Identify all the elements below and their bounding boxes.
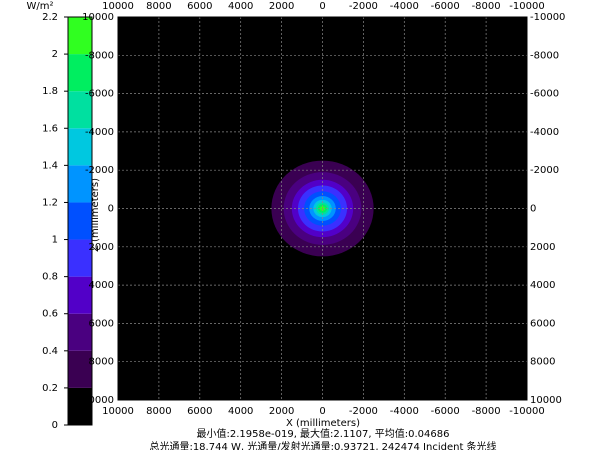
footer-line: 最小值:2.1958e-019, 最大值:2.1107, 平均值:0.04686 bbox=[196, 427, 449, 440]
y-tick-label-right: 4000 bbox=[530, 280, 555, 291]
y-tick-label-right: 10000 bbox=[530, 395, 562, 406]
colorbar-tick-label: 1 bbox=[52, 235, 58, 246]
colorbar-band bbox=[68, 387, 92, 425]
x-tick-label-top: 6000 bbox=[187, 1, 212, 12]
colorbar-tick-label: 1.2 bbox=[42, 197, 58, 208]
y-tick-label-left: -4000 bbox=[85, 127, 114, 138]
colorbar-tick-label: 0.6 bbox=[42, 309, 58, 320]
x-tick-label-top: -8000 bbox=[472, 1, 501, 12]
colorbar-band bbox=[68, 54, 92, 92]
colorbar-tick-label: 1.4 bbox=[42, 160, 58, 171]
y-tick-label-left: -10000 bbox=[79, 12, 114, 23]
y-tick-label-right: -4000 bbox=[530, 127, 559, 138]
colorbar-band bbox=[68, 350, 92, 388]
x-tick-label-bottom: 6000 bbox=[187, 406, 212, 417]
colorbar-tick-label: 0.2 bbox=[42, 383, 58, 394]
x-axis-label: X (millimeters) bbox=[286, 418, 360, 429]
x-tick-label-top: 2000 bbox=[269, 1, 294, 12]
x-tick-label-bottom: -4000 bbox=[390, 406, 419, 417]
x-tick-label-bottom: 0 bbox=[319, 406, 325, 417]
colorbar-band bbox=[68, 165, 92, 203]
y-tick-label-right: 6000 bbox=[530, 318, 555, 329]
y-tick-label-left: -8000 bbox=[85, 50, 114, 61]
y-tick-label-right: -2000 bbox=[530, 165, 559, 176]
colorbar-tick-label: 2.2 bbox=[42, 12, 58, 23]
colorbar-tick-label: 2 bbox=[52, 49, 58, 60]
x-tick-label-top: -6000 bbox=[431, 1, 460, 12]
x-tick-label-bottom: -2000 bbox=[349, 406, 378, 417]
colorbar-unit: W/m² bbox=[26, 1, 53, 12]
x-tick-label-bottom: -10000 bbox=[509, 406, 544, 417]
y-tick-label-left: -2000 bbox=[85, 165, 114, 176]
x-tick-label-top: 4000 bbox=[228, 1, 253, 12]
colorbar-band bbox=[68, 17, 92, 55]
colorbar-band bbox=[68, 128, 92, 166]
colorbar-tick-label: 0.4 bbox=[42, 346, 58, 357]
colorbar-frame bbox=[67, 16, 93, 426]
x-tick-label-top: -10000 bbox=[509, 1, 544, 12]
x-tick-label-bottom: 2000 bbox=[269, 406, 294, 417]
y-tick-label-right: 0 bbox=[530, 204, 536, 215]
x-tick-label-top: -2000 bbox=[349, 1, 378, 12]
colorbar-band bbox=[68, 276, 92, 314]
colorbar-band bbox=[68, 202, 92, 240]
y-tick-label-left: 8000 bbox=[89, 357, 114, 368]
x-tick-label-top: 0 bbox=[319, 1, 325, 12]
colorbar-tick-label: 0 bbox=[52, 420, 58, 431]
colorbar-tick-label: 1.8 bbox=[42, 86, 58, 97]
x-tick-label-bottom: -8000 bbox=[472, 406, 501, 417]
y-tick-label-right: -10000 bbox=[530, 12, 565, 23]
y-tick-label-left: 4000 bbox=[89, 280, 114, 291]
y-tick-label-right: 8000 bbox=[530, 357, 555, 368]
colorbar-band bbox=[68, 91, 92, 129]
x-tick-label-bottom: 8000 bbox=[146, 406, 171, 417]
x-tick-label-bottom: 10000 bbox=[102, 406, 134, 417]
x-tick-label-top: 8000 bbox=[146, 1, 171, 12]
y-tick-label-left: 2000 bbox=[89, 242, 114, 253]
y-tick-label-left: -6000 bbox=[85, 89, 114, 100]
plot-frame bbox=[117, 16, 528, 401]
colorbar-tick-label: 0.8 bbox=[42, 272, 58, 283]
y-tick-label-left: 6000 bbox=[89, 318, 114, 329]
x-tick-label-top: 10000 bbox=[102, 1, 134, 12]
y-tick-label-left: 0 bbox=[108, 204, 114, 215]
colorbar-band bbox=[68, 313, 92, 351]
x-tick-label-bottom: 4000 bbox=[228, 406, 253, 417]
x-tick-label-top: -4000 bbox=[390, 1, 419, 12]
footer-line: 总光通量:18.744 W, 光通量/发射光通量:0.93721, 242474… bbox=[149, 440, 496, 450]
y-axis-label: Z (millimeters) bbox=[90, 178, 101, 252]
y-tick-label-right: -8000 bbox=[530, 50, 559, 61]
colorbar-tick-label: 1.6 bbox=[42, 123, 58, 134]
colorbar-band bbox=[68, 239, 92, 277]
x-tick-label-bottom: -6000 bbox=[431, 406, 460, 417]
y-tick-label-left: 10000 bbox=[82, 395, 114, 406]
y-tick-label-right: -6000 bbox=[530, 89, 559, 100]
y-tick-label-right: 2000 bbox=[530, 242, 555, 253]
